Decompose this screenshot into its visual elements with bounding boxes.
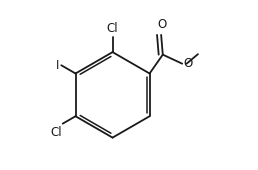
Text: O: O — [157, 18, 167, 31]
Text: Cl: Cl — [107, 22, 118, 35]
Text: O: O — [183, 57, 193, 70]
Text: Cl: Cl — [50, 126, 62, 139]
Text: I: I — [55, 59, 59, 72]
